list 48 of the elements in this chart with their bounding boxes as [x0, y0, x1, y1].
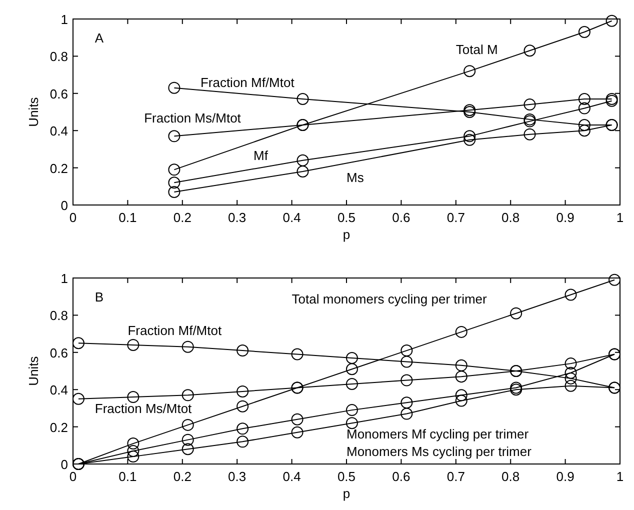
y-tick-label: 0.4: [50, 382, 68, 398]
y-tick-label: 0.2: [50, 420, 68, 435]
annotation: Total M: [456, 42, 498, 57]
y-tick-label: 0: [60, 457, 68, 472]
annotation: A: [94, 30, 104, 46]
annotation: Fraction Mf/Mtot: [128, 323, 222, 338]
y-tick-label: 0.2: [50, 160, 68, 176]
x-tick-label: 0.6: [392, 469, 410, 484]
x-axis-title: p: [342, 227, 350, 242]
x-tick-label: 0.7: [446, 210, 465, 225]
y-tick-label: 0.4: [50, 124, 68, 139]
x-axis-title: p: [342, 486, 350, 501]
y-tick-label: 0.8: [50, 49, 68, 64]
y-axis-title: Units: [26, 96, 41, 127]
annotation: B: [94, 290, 104, 305]
x-tick-label: 0.8: [502, 469, 520, 484]
y-tick-label: 0.8: [50, 308, 68, 324]
annotation: Monomers Mf cycling per trimer: [346, 426, 530, 442]
x-tick-label: 0.4: [282, 210, 301, 225]
x-tick-label: 0.6: [392, 210, 410, 225]
x-tick-label: 0.8: [502, 210, 520, 225]
x-tick-label: 1: [616, 469, 624, 484]
x-tick-label: 0.5: [337, 210, 356, 225]
x-tick-label: 0.3: [228, 210, 246, 225]
annotation: Fraction Ms/Mtot: [94, 401, 192, 416]
x-tick-label: 0.9: [556, 210, 574, 225]
x-tick-label: 0.1: [118, 469, 137, 484]
annotation: Ms: [346, 170, 364, 186]
x-tick-label: 0.9: [556, 469, 574, 484]
y-tick-label: 1: [60, 12, 68, 27]
x-tick-label: 0.2: [173, 469, 192, 484]
y-axis-title: Units: [26, 356, 41, 386]
y-tick-label: 1: [60, 271, 68, 286]
x-tick-label: 0.2: [173, 210, 192, 225]
x-tick-label: 0.5: [337, 469, 356, 484]
x-tick-label: 1: [616, 210, 624, 225]
y-tick-label: 0.6: [50, 86, 68, 102]
x-tick-label: 0.7: [446, 469, 465, 484]
annotation: Total monomers cycling per trimer: [292, 291, 488, 306]
y-tick-label: 0: [60, 198, 68, 213]
annotation: Fraction Ms/Mtot: [144, 110, 242, 126]
y-tick-label: 0.6: [50, 345, 68, 360]
x-tick-label: 0.4: [282, 469, 301, 484]
x-tick-label: 0.1: [118, 210, 137, 225]
annotation: Mf: [254, 148, 268, 163]
annotation: Monomers Ms cycling per trimer: [346, 444, 532, 459]
x-tick-label: 0.3: [228, 469, 246, 484]
annotation: Fraction Mf/Mtot: [200, 75, 295, 90]
